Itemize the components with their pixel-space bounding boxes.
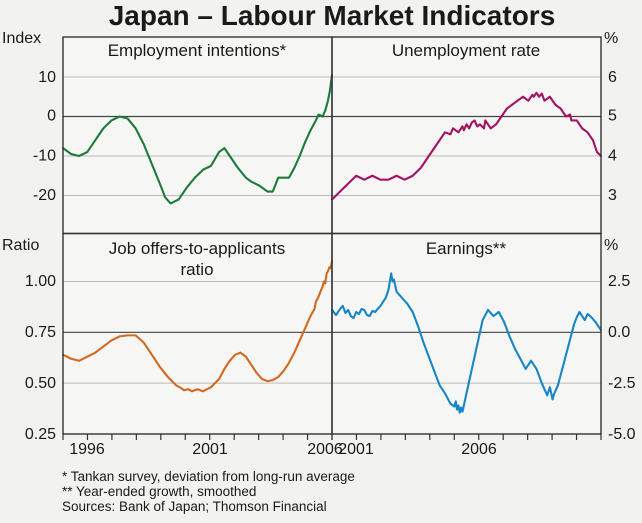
svg-text:Ratio: Ratio — [2, 237, 39, 254]
svg-text:2.5: 2.5 — [608, 273, 630, 290]
svg-text:%: % — [604, 237, 618, 254]
svg-text:0.0: 0.0 — [608, 324, 630, 341]
svg-text:0: 0 — [47, 108, 56, 125]
svg-text:** Year-ended growth, smoothed: ** Year-ended growth, smoothed — [62, 484, 256, 499]
svg-text:Earnings**: Earnings** — [426, 239, 507, 258]
svg-text:1.00: 1.00 — [25, 273, 56, 290]
svg-text:-5.0: -5.0 — [608, 426, 636, 443]
svg-text:0.50: 0.50 — [25, 375, 56, 392]
svg-text:-20: -20 — [33, 187, 56, 204]
svg-text:Job offers-to-applicants: Job offers-to-applicants — [109, 239, 285, 258]
svg-text:0.75: 0.75 — [25, 324, 56, 341]
svg-text:4: 4 — [608, 148, 617, 165]
svg-text:Sources: Bank of Japan; Thomso: Sources: Bank of Japan; Thomson Financia… — [62, 499, 327, 514]
svg-text:Unemployment rate: Unemployment rate — [392, 41, 540, 60]
svg-text:Index: Index — [2, 30, 41, 47]
svg-text:1996: 1996 — [69, 441, 105, 458]
svg-text:3: 3 — [608, 187, 617, 204]
svg-text:Employment intentions*: Employment intentions* — [108, 41, 287, 60]
svg-text:2006: 2006 — [461, 441, 497, 458]
svg-text:2001: 2001 — [192, 441, 228, 458]
svg-text:10: 10 — [38, 69, 56, 86]
svg-text:0.25: 0.25 — [25, 426, 56, 443]
svg-text:-2.5: -2.5 — [608, 375, 636, 392]
svg-text:ratio: ratio — [180, 260, 213, 279]
svg-text:2001: 2001 — [338, 441, 374, 458]
svg-text:* Tankan survey, deviation fr: * Tankan survey, deviation from long-run… — [62, 469, 355, 484]
svg-text:5: 5 — [608, 108, 617, 125]
svg-text:%: % — [604, 30, 618, 47]
svg-text:6: 6 — [608, 69, 617, 86]
svg-text:-10: -10 — [33, 148, 56, 165]
